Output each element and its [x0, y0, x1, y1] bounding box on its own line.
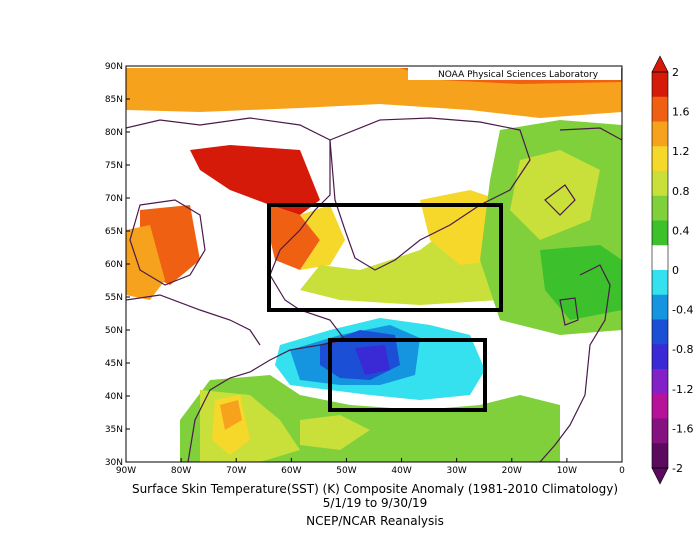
colorbar-segment: [652, 220, 668, 246]
latitude-axis: 90N 85N 80N 75N 70N 65N 60N 55N 50N 45N 40N 35N 30N: [105, 62, 130, 468]
colorbar-label: 2: [672, 66, 679, 79]
lon-tick-label: 10W: [557, 466, 577, 476]
caption-source: NCEP/NCAR Reanalysis: [306, 514, 444, 528]
lat-tick-label: 35N: [105, 425, 123, 435]
colorbar-segment: [652, 171, 668, 197]
lat-tick-label: 85N: [105, 95, 123, 105]
anomaly-field: [126, 66, 622, 462]
lon-tick-label: 80W: [171, 466, 191, 476]
lat-tick-label: 60N: [105, 260, 123, 270]
colorbar-segment: [652, 72, 668, 98]
lat-tick-label: 55N: [105, 293, 123, 303]
colorbar-segment: [652, 344, 668, 370]
lat-tick-label: 30N: [105, 458, 123, 468]
south-region-box: [328, 338, 487, 412]
colorbar-segment: [652, 294, 668, 320]
colorbar-label: -1.2: [672, 383, 693, 396]
lat-tick-label: 75N: [105, 161, 123, 171]
longitude-axis: 90W 80W 70W 60W 50W 40W 30W 20W 10W 0: [116, 458, 625, 476]
colorbar-segment: [652, 245, 668, 271]
colorbar-label: -0.8: [672, 343, 693, 356]
lat-tick-label: 65N: [105, 227, 123, 237]
lat-tick-label: 90N: [105, 62, 123, 72]
lat-tick-label: 45N: [105, 359, 123, 369]
colorbar-label: 1.2: [672, 145, 690, 158]
lat-tick-label: 50N: [105, 326, 123, 336]
colorbar-label: 0: [672, 264, 679, 277]
colorbar-label: 0.4: [672, 224, 690, 237]
lon-tick-label: 60W: [281, 466, 301, 476]
colorbar-segment: [652, 319, 668, 345]
caption-title: Surface Skin Temperature(SST) (K) Compos…: [131, 482, 619, 496]
lon-tick-label: 20W: [502, 466, 522, 476]
lat-tick-label: 70N: [105, 194, 123, 204]
colorbar-segment: [652, 270, 668, 296]
lon-tick-label: 70W: [226, 466, 246, 476]
colorbar-segment: [652, 96, 668, 122]
colorbar-segment: [652, 369, 668, 395]
lon-tick-label: 50W: [336, 466, 356, 476]
colorbar-frame: [651, 71, 669, 469]
colorbar-segment: [652, 418, 668, 444]
colorbar-label: 0.8: [672, 185, 690, 198]
lon-tick-label: 40W: [391, 466, 411, 476]
colorbar-segment: [652, 121, 668, 147]
north-region-box: [267, 203, 503, 312]
colorbar-label: -1.6: [672, 422, 693, 435]
colorbar-label: -2: [672, 462, 683, 475]
lon-tick-label: 30W: [446, 466, 466, 476]
colorbar-label: -0.4: [672, 304, 693, 317]
colorbar-segment: [652, 393, 668, 419]
colorbar-segment: [652, 443, 668, 469]
colorbar-segment: [652, 195, 668, 221]
credit-box: [408, 67, 621, 80]
coastlines: [126, 117, 622, 462]
colorbar-segment: [652, 146, 668, 172]
colorbar: 2 1.6 1.2 0.8 0.4 0 -0.4 -0.8 -1.2 -1.6 -2: [651, 55, 693, 485]
lat-tick-label: 80N: [105, 128, 123, 138]
lon-tick-label: 0: [619, 466, 625, 476]
credit-label: NOAA Physical Sciences Laboratory: [438, 70, 599, 80]
colorbar-label: 1.6: [672, 106, 690, 119]
lon-tick-label: 90W: [116, 466, 136, 476]
caption-dates: 5/1/19 to 9/30/19: [322, 496, 428, 510]
colorbar-top-arrow: [651, 55, 669, 73]
lat-tick-label: 40N: [105, 392, 123, 402]
